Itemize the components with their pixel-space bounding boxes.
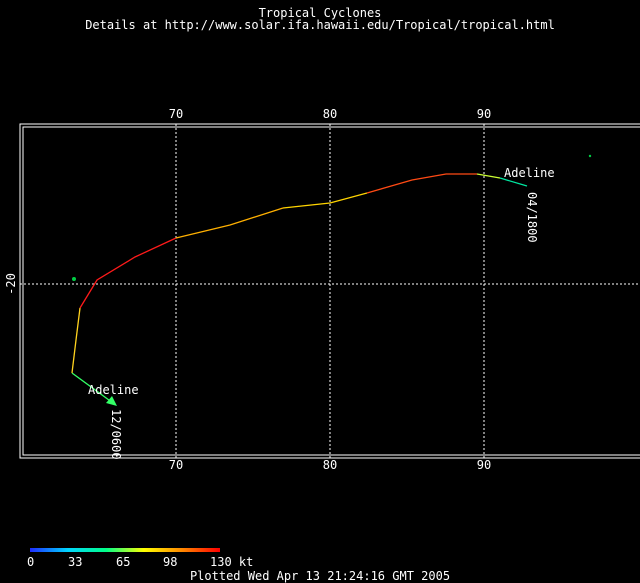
storm-time-end: 04/1800 xyxy=(525,192,539,243)
scale-label-130kt: 130 kt xyxy=(210,555,254,569)
map-subtitle: Details at http://www.solar.ifa.hawaii.e… xyxy=(85,18,555,32)
scale-label-33: 33 xyxy=(68,555,83,569)
scale-label-65: 65 xyxy=(116,555,131,569)
scale-label-0: 0 xyxy=(27,555,35,569)
track-segment xyxy=(71,307,81,374)
storm-time-start: 12/0600 xyxy=(109,409,123,460)
track-segment-end xyxy=(499,177,528,187)
map-frame-inner xyxy=(22,126,640,456)
storm-name-start: Adeline xyxy=(88,383,139,397)
track-segment xyxy=(282,192,368,209)
map-title: Tropical Cyclones xyxy=(258,6,382,20)
track-segment xyxy=(79,237,177,309)
lon-tick-top-90: 90 xyxy=(477,107,491,121)
map-frame-outer xyxy=(19,123,640,459)
cyclone-track xyxy=(71,173,528,404)
lon-tick-bottom-90: 90 xyxy=(477,458,491,472)
lon-tick-bottom-70: 70 xyxy=(169,458,183,472)
track-point-isolated xyxy=(588,154,592,158)
lon-tick-top-70: 70 xyxy=(169,107,183,121)
lon-tick-bottom-80: 80 xyxy=(323,458,337,472)
scale-label-98: 98 xyxy=(163,555,178,569)
lat-tick-minus20: -20 xyxy=(4,273,18,295)
lon-tick-top-80: 80 xyxy=(323,107,337,121)
track-arrow-icon xyxy=(106,396,117,406)
track-segment xyxy=(366,173,477,194)
track-point-isolated xyxy=(72,277,76,281)
graticule xyxy=(20,124,640,458)
intensity-color-scale xyxy=(30,548,220,552)
plotted-timestamp: Plotted Wed Apr 13 21:24:16 GMT 2005 xyxy=(189,569,451,583)
storm-name-end: Adeline xyxy=(504,166,555,180)
track-segment xyxy=(476,173,501,179)
track-segment xyxy=(175,207,284,239)
track-segment-start xyxy=(71,372,114,404)
